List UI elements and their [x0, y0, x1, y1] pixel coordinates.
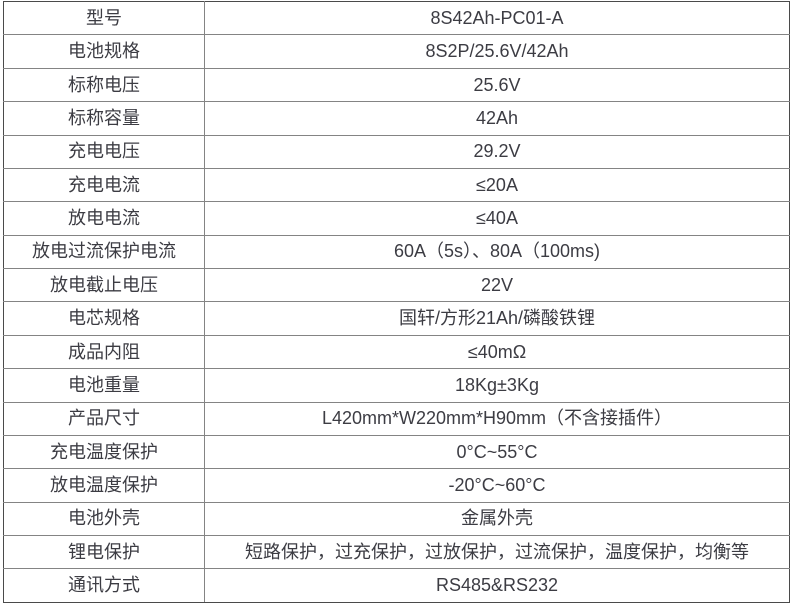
spec-value: 8S2P/25.6V/42Ah: [204, 34, 790, 69]
spec-label: 产品尺寸: [3, 401, 205, 436]
spec-value: RS485&RS232: [204, 568, 790, 603]
spec-label: 放电过流保护电流: [3, 234, 205, 270]
spec-value: 0°C~55°C: [204, 434, 790, 470]
table-row: 型号 8S42Ah-PC01-A: [3, 0, 790, 36]
spec-value: 22V: [204, 267, 790, 303]
spec-value: 60A（5s）、80A（100ms): [204, 234, 790, 270]
table-row: 放电电流 ≤40A: [3, 201, 790, 236]
spec-label: 电池重量: [3, 368, 205, 403]
table-row: 充电温度保护 0°C~55°C: [3, 434, 790, 470]
spec-label: 标称容量: [3, 101, 205, 136]
spec-label: 标称电压: [3, 67, 205, 103]
table-row: 产品尺寸 L420mm*W220mm*H90mm（不含接插件）: [3, 401, 790, 436]
spec-label: 电池规格: [3, 34, 205, 69]
spec-label: 电芯规格: [3, 301, 205, 336]
table-row: 放电温度保护 -20°C~60°C: [3, 468, 790, 503]
spec-label: 放电温度保护: [3, 468, 205, 503]
table-row: 充电电压 29.2V: [3, 134, 790, 169]
spec-label: 充电电压: [3, 134, 205, 169]
table-row: 电池外壳 金属外壳: [3, 501, 790, 537]
table-row: 通讯方式 RS485&RS232: [3, 568, 790, 603]
table-row: 成品内阻 ≤40mΩ: [3, 334, 790, 370]
table-row: 放电截止电压 22V: [3, 267, 790, 303]
spec-value: ≤40mΩ: [204, 334, 790, 370]
spec-value: 42Ah: [204, 101, 790, 136]
spec-value: 金属外壳: [204, 501, 790, 537]
spec-value: -20°C~60°C: [204, 468, 790, 503]
spec-table-body: 型号 8S42Ah-PC01-A 电池规格 8S2P/25.6V/42Ah 标称电压 25…: [3, 0, 790, 603]
spec-value: L420mm*W220mm*H90mm（不含接插件）: [204, 401, 790, 436]
spec-label: 放电截止电压: [3, 267, 205, 303]
table-row: 电池规格 8S2P/25.6V/42Ah: [3, 34, 790, 69]
table-row: 电芯规格 国轩/方形21Ah/磷酸铁锂: [3, 301, 790, 336]
table-row: 电池重量 18Kg±3Kg: [3, 368, 790, 403]
spec-value: 国轩/方形21Ah/磷酸铁锂: [204, 301, 790, 336]
battery-spec-table: 型号 8S42Ah-PC01-A 电池规格 8S2P/25.6V/42Ah 标称电压 25…: [3, 0, 790, 603]
spec-label: 电池外壳: [3, 501, 205, 537]
spec-value: 短路保护，过充保护，过放保护，过流保护，温度保护，均衡等: [204, 534, 790, 570]
table-row: 放电过流保护电流 60A（5s）、80A（100ms): [3, 234, 790, 270]
spec-value: 29.2V: [204, 134, 790, 169]
spec-value: 25.6V: [204, 67, 790, 103]
spec-label: 锂电保护: [3, 534, 205, 570]
table-row: 标称电压 25.6V: [3, 67, 790, 103]
spec-label: 成品内阻: [3, 334, 205, 370]
spec-value: ≤20A: [204, 167, 790, 203]
spec-label: 型号: [3, 0, 205, 36]
spec-value: 8S42Ah-PC01-A: [204, 0, 790, 36]
table-row: 锂电保护 短路保护，过充保护，过放保护，过流保护，温度保护，均衡等: [3, 534, 790, 570]
spec-value: 18Kg±3Kg: [204, 368, 790, 403]
spec-label: 放电电流: [3, 201, 205, 236]
spec-value: ≤40A: [204, 201, 790, 236]
table-row: 标称容量 42Ah: [3, 101, 790, 136]
spec-label: 充电温度保护: [3, 434, 205, 470]
spec-label: 通讯方式: [3, 568, 205, 603]
spec-label: 充电电流: [3, 167, 205, 203]
table-row: 充电电流 ≤20A: [3, 167, 790, 203]
